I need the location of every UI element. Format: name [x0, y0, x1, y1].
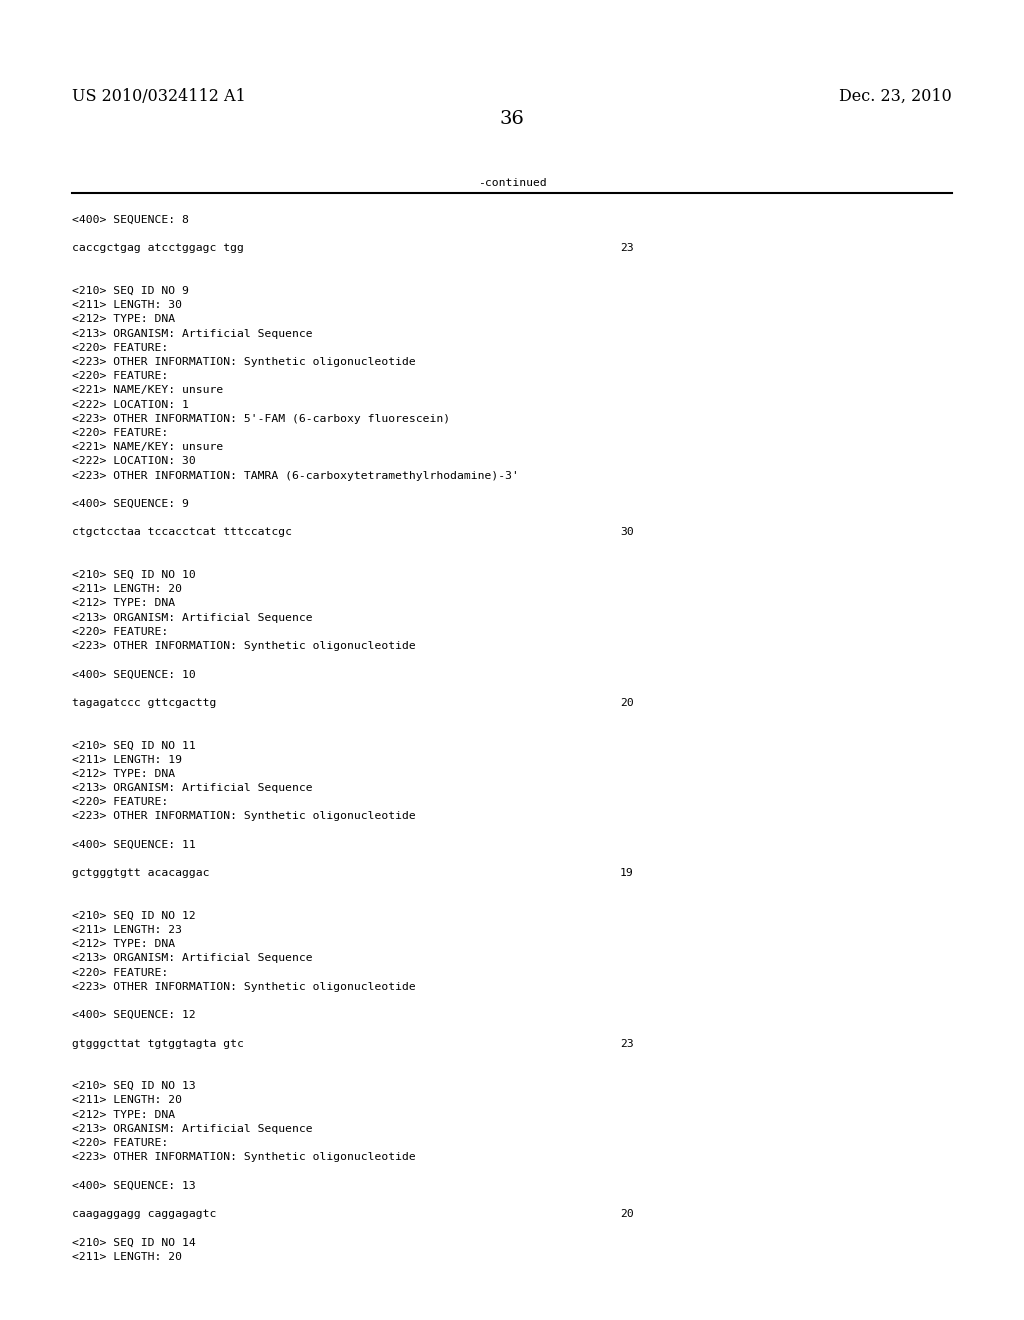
Text: ctgctcctaa tccacctcat tttccatcgc: ctgctcctaa tccacctcat tttccatcgc: [72, 528, 292, 537]
Text: <210> SEQ ID NO 11: <210> SEQ ID NO 11: [72, 741, 196, 750]
Text: <213> ORGANISM: Artificial Sequence: <213> ORGANISM: Artificial Sequence: [72, 612, 312, 623]
Text: <212> TYPE: DNA: <212> TYPE: DNA: [72, 940, 175, 949]
Text: <210> SEQ ID NO 10: <210> SEQ ID NO 10: [72, 570, 196, 579]
Text: <213> ORGANISM: Artificial Sequence: <213> ORGANISM: Artificial Sequence: [72, 783, 312, 793]
Text: <400> SEQUENCE: 11: <400> SEQUENCE: 11: [72, 840, 196, 850]
Text: <210> SEQ ID NO 12: <210> SEQ ID NO 12: [72, 911, 196, 921]
Text: <210> SEQ ID NO 9: <210> SEQ ID NO 9: [72, 286, 188, 296]
Text: <223> OTHER INFORMATION: TAMRA (6-carboxytetramethylrhodamine)-3': <223> OTHER INFORMATION: TAMRA (6-carbox…: [72, 471, 519, 480]
Text: tagagatccc gttcgacttg: tagagatccc gttcgacttg: [72, 698, 216, 708]
Text: <211> LENGTH: 30: <211> LENGTH: 30: [72, 300, 182, 310]
Text: <212> TYPE: DNA: <212> TYPE: DNA: [72, 314, 175, 325]
Text: 19: 19: [620, 869, 634, 878]
Text: <223> OTHER INFORMATION: Synthetic oligonucleotide: <223> OTHER INFORMATION: Synthetic oligo…: [72, 642, 416, 651]
Text: gctgggtgtt acacaggac: gctgggtgtt acacaggac: [72, 869, 210, 878]
Text: <211> LENGTH: 19: <211> LENGTH: 19: [72, 755, 182, 764]
Text: <223> OTHER INFORMATION: Synthetic oligonucleotide: <223> OTHER INFORMATION: Synthetic oligo…: [72, 1152, 416, 1162]
Text: <400> SEQUENCE: 12: <400> SEQUENCE: 12: [72, 1010, 196, 1020]
Text: <211> LENGTH: 20: <211> LENGTH: 20: [72, 1251, 182, 1262]
Text: -continued: -continued: [477, 178, 547, 187]
Text: <210> SEQ ID NO 14: <210> SEQ ID NO 14: [72, 1237, 196, 1247]
Text: 30: 30: [620, 528, 634, 537]
Text: 23: 23: [620, 243, 634, 253]
Text: <221> NAME/KEY: unsure: <221> NAME/KEY: unsure: [72, 442, 223, 453]
Text: US 2010/0324112 A1: US 2010/0324112 A1: [72, 88, 246, 106]
Text: 20: 20: [620, 1209, 634, 1218]
Text: <220> FEATURE:: <220> FEATURE:: [72, 627, 168, 636]
Text: <223> OTHER INFORMATION: Synthetic oligonucleotide: <223> OTHER INFORMATION: Synthetic oligo…: [72, 356, 416, 367]
Text: <222> LOCATION: 30: <222> LOCATION: 30: [72, 457, 196, 466]
Text: gtgggcttat tgtggtagta gtc: gtgggcttat tgtggtagta gtc: [72, 1039, 244, 1048]
Text: <222> LOCATION: 1: <222> LOCATION: 1: [72, 400, 188, 409]
Text: <212> TYPE: DNA: <212> TYPE: DNA: [72, 1110, 175, 1119]
Text: <400> SEQUENCE: 10: <400> SEQUENCE: 10: [72, 669, 196, 680]
Text: <220> FEATURE:: <220> FEATURE:: [72, 968, 168, 978]
Text: <212> TYPE: DNA: <212> TYPE: DNA: [72, 768, 175, 779]
Text: <220> FEATURE:: <220> FEATURE:: [72, 371, 168, 381]
Text: <220> FEATURE:: <220> FEATURE:: [72, 343, 168, 352]
Text: <211> LENGTH: 20: <211> LENGTH: 20: [72, 1096, 182, 1105]
Text: <400> SEQUENCE: 13: <400> SEQUENCE: 13: [72, 1180, 196, 1191]
Text: 23: 23: [620, 1039, 634, 1048]
Text: <221> NAME/KEY: unsure: <221> NAME/KEY: unsure: [72, 385, 223, 396]
Text: <213> ORGANISM: Artificial Sequence: <213> ORGANISM: Artificial Sequence: [72, 953, 312, 964]
Text: Dec. 23, 2010: Dec. 23, 2010: [840, 88, 952, 106]
Text: 36: 36: [500, 110, 524, 128]
Text: caagaggagg caggagagtc: caagaggagg caggagagtc: [72, 1209, 216, 1218]
Text: <400> SEQUENCE: 8: <400> SEQUENCE: 8: [72, 215, 188, 224]
Text: <213> ORGANISM: Artificial Sequence: <213> ORGANISM: Artificial Sequence: [72, 329, 312, 339]
Text: <211> LENGTH: 23: <211> LENGTH: 23: [72, 925, 182, 935]
Text: <212> TYPE: DNA: <212> TYPE: DNA: [72, 598, 175, 609]
Text: <213> ORGANISM: Artificial Sequence: <213> ORGANISM: Artificial Sequence: [72, 1123, 312, 1134]
Text: 20: 20: [620, 698, 634, 708]
Text: <211> LENGTH: 20: <211> LENGTH: 20: [72, 585, 182, 594]
Text: <223> OTHER INFORMATION: Synthetic oligonucleotide: <223> OTHER INFORMATION: Synthetic oligo…: [72, 982, 416, 991]
Text: <220> FEATURE:: <220> FEATURE:: [72, 1138, 168, 1148]
Text: <210> SEQ ID NO 13: <210> SEQ ID NO 13: [72, 1081, 196, 1092]
Text: <400> SEQUENCE: 9: <400> SEQUENCE: 9: [72, 499, 188, 510]
Text: <223> OTHER INFORMATION: 5'-FAM (6-carboxy fluorescein): <223> OTHER INFORMATION: 5'-FAM (6-carbo…: [72, 413, 451, 424]
Text: caccgctgag atcctggagc tgg: caccgctgag atcctggagc tgg: [72, 243, 244, 253]
Text: <220> FEATURE:: <220> FEATURE:: [72, 797, 168, 808]
Text: <223> OTHER INFORMATION: Synthetic oligonucleotide: <223> OTHER INFORMATION: Synthetic oligo…: [72, 812, 416, 821]
Text: <220> FEATURE:: <220> FEATURE:: [72, 428, 168, 438]
